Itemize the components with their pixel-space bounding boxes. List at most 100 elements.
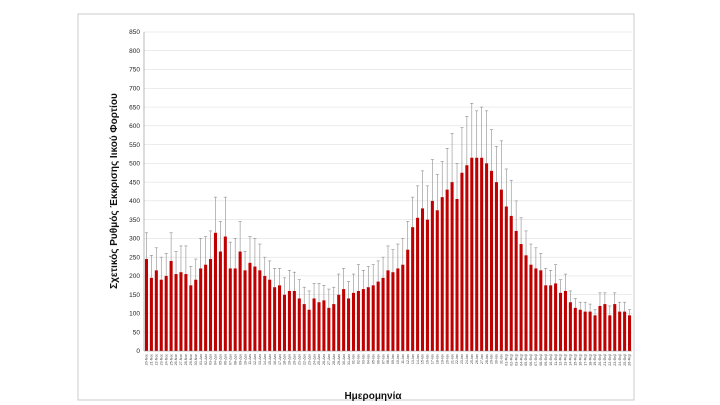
bar bbox=[356, 290, 360, 351]
x-tick-label: 25-Ιαν bbox=[470, 354, 474, 364]
bar bbox=[485, 163, 489, 351]
bar bbox=[204, 264, 208, 351]
bar bbox=[169, 260, 173, 351]
x-tick-label: 20-Νοε bbox=[145, 354, 149, 366]
bar bbox=[327, 307, 331, 351]
x-tick-label: 01-Δεκ bbox=[199, 354, 203, 365]
x-tick-label: 04-Δεκ bbox=[214, 354, 218, 365]
y-tick-label: 300 bbox=[129, 236, 140, 243]
bar bbox=[435, 210, 439, 351]
bar bbox=[253, 266, 257, 351]
x-tick-label: 12-Ιαν bbox=[406, 354, 410, 364]
bar bbox=[558, 292, 563, 351]
x-tick-label: 15-Ιαν bbox=[421, 354, 425, 364]
x-tick-label: 22-Νοε bbox=[155, 354, 159, 366]
bar bbox=[460, 172, 464, 351]
x-tick-label: 10-Ιαν bbox=[396, 354, 400, 364]
y-tick-label: 450 bbox=[129, 179, 140, 186]
bar bbox=[450, 182, 454, 351]
bar bbox=[420, 208, 425, 351]
bar bbox=[347, 298, 351, 351]
x-axis-ticks: 20-Νοε 21-Νοε 22-Νοε 23-Νοε 24-Νοε 25-Νοε 26-Ν… bbox=[145, 354, 632, 366]
bar bbox=[199, 268, 203, 351]
x-tick-label: 11-Δεκ bbox=[248, 354, 252, 365]
bar bbox=[381, 277, 385, 351]
x-tick-label: 20-Ιαν bbox=[445, 354, 449, 364]
bar bbox=[238, 251, 242, 351]
bar bbox=[445, 189, 449, 351]
bar bbox=[307, 309, 311, 351]
x-tick-label: 22-Δεκ bbox=[302, 354, 306, 365]
x-tick-label: 21-Δεκ bbox=[297, 354, 301, 365]
x-tick-label: 20-Φεβ bbox=[598, 354, 602, 366]
x-tick-label: 27-Ιαν bbox=[480, 354, 484, 364]
bar bbox=[149, 277, 153, 351]
x-tick-label: 21-Νοε bbox=[150, 354, 154, 366]
bar bbox=[598, 305, 602, 351]
x-tick-label: 23-Ιαν bbox=[460, 354, 464, 364]
x-tick-label: 28-Ιαν bbox=[485, 354, 489, 364]
x-tick-label: 29-Δεκ bbox=[337, 354, 341, 365]
x-tick-label: 30-Ιαν bbox=[495, 354, 499, 364]
bar bbox=[209, 259, 213, 351]
x-tick-label: 19-Φεβ bbox=[593, 354, 597, 366]
bar bbox=[613, 304, 617, 351]
bar bbox=[401, 264, 405, 351]
x-tick-label: 26-Ιαν bbox=[475, 354, 479, 364]
x-tick-label: 16-Ιαν bbox=[426, 354, 430, 364]
x-tick-label: 23-Φεβ bbox=[613, 354, 617, 366]
bar bbox=[174, 274, 178, 351]
x-tick-label: 10-Δεκ bbox=[243, 354, 247, 365]
x-tick-label: 04-Φεβ bbox=[519, 354, 523, 366]
bar bbox=[465, 165, 469, 351]
y-tick-label: 650 bbox=[129, 104, 140, 111]
bar bbox=[573, 307, 577, 351]
x-tick-label: 31-Ιαν bbox=[500, 354, 504, 364]
x-tick-label: 13-Φεβ bbox=[564, 354, 568, 366]
bar bbox=[258, 270, 262, 351]
bar bbox=[337, 294, 341, 351]
bar bbox=[608, 315, 612, 351]
x-tick-label: 11-Φεβ bbox=[554, 354, 558, 365]
bar bbox=[144, 259, 148, 351]
x-tick-label: 09-Φεβ bbox=[544, 354, 548, 366]
y-tick-label: 800 bbox=[129, 48, 140, 55]
bar bbox=[396, 268, 400, 351]
x-tick-label: 30-Νοε bbox=[194, 354, 198, 366]
bar bbox=[273, 287, 277, 351]
bar bbox=[297, 298, 301, 351]
bar bbox=[430, 200, 434, 351]
bar bbox=[554, 283, 558, 351]
bar bbox=[292, 290, 296, 351]
x-tick-label: 01-Φεβ bbox=[505, 354, 509, 366]
y-axis-label: Σχετικός Ρυθμός Έκκρισης Ιικού Φορτίου bbox=[109, 93, 120, 289]
x-tick-label: 30-Δεκ bbox=[342, 354, 346, 365]
x-axis-label: Ημερομηνία bbox=[344, 391, 402, 402]
y-tick-label: 150 bbox=[129, 292, 140, 299]
x-tick-label: 04-Ιαν bbox=[366, 354, 370, 364]
y-tick-label: 350 bbox=[129, 217, 140, 224]
x-tick-label: 13-Ιαν bbox=[411, 354, 415, 364]
bar bbox=[489, 170, 494, 351]
y-tick-label: 100 bbox=[129, 311, 140, 318]
y-tick-label: 500 bbox=[129, 161, 140, 168]
y-tick-label: 250 bbox=[129, 254, 140, 261]
bar bbox=[494, 182, 498, 351]
x-tick-label: 15-Δεκ bbox=[268, 354, 272, 365]
x-tick-label: 07-Δεκ bbox=[228, 354, 232, 365]
bar bbox=[184, 274, 188, 351]
x-tick-label: 14-Ιαν bbox=[416, 354, 420, 364]
bar bbox=[618, 311, 622, 351]
bar bbox=[179, 272, 183, 351]
bar bbox=[539, 270, 543, 351]
bar bbox=[524, 255, 528, 351]
bar bbox=[603, 304, 607, 351]
x-tick-label: 17-Ιαν bbox=[431, 354, 435, 364]
bar bbox=[563, 290, 567, 351]
x-tick-label: 08-Φεβ bbox=[539, 354, 543, 366]
bar bbox=[159, 279, 163, 351]
x-tick-label: 26-Δεκ bbox=[322, 354, 326, 365]
x-tick-label: 26-Νοε bbox=[174, 354, 178, 366]
x-tick-label: 06-Ιαν bbox=[376, 354, 380, 364]
x-tick-label: 23-Νοε bbox=[159, 354, 163, 366]
